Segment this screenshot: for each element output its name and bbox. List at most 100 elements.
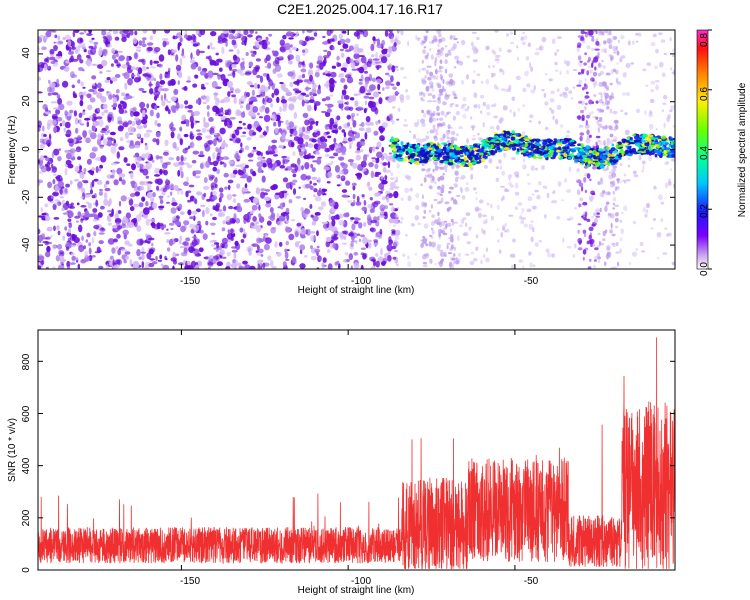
noise-cell [456,176,460,179]
noise-cell [434,61,437,67]
noise-cell [179,166,183,173]
noise-cell [143,132,151,138]
noise-cell [308,153,311,157]
noise-cell [391,36,395,39]
noise-cell [309,180,313,185]
noise-cell [488,65,491,69]
signal-cell [535,143,541,146]
noise-cell [612,202,615,206]
noise-cell [197,252,201,256]
noise-cell [589,69,593,74]
signal-cell [471,161,477,165]
noise-cell [212,195,218,201]
signal-cell [503,130,507,133]
noise-cell [583,62,587,66]
noise-cell [328,156,335,159]
signal-cell [596,152,600,156]
noise-cell [304,119,310,126]
noise-cell [610,139,613,145]
noise-cell [252,68,258,76]
noise-cell [72,30,76,38]
noise-cell [201,127,207,133]
noise-cell [617,39,621,44]
noise-cell [584,233,587,238]
noise-cell [449,228,452,233]
noise-cell [584,102,588,106]
noise-cell [51,92,59,96]
noise-cell [285,91,292,97]
signal-cell [651,141,655,145]
noise-cell [554,118,559,124]
noise-cell [279,82,284,84]
noise-cell [447,126,453,129]
noise-cell [106,70,112,73]
noise-cell [556,122,559,126]
noise-cell [127,78,133,86]
noise-cell [609,229,613,234]
noise-cell [268,215,274,220]
noise-cell [423,209,427,214]
noise-cell [86,93,92,99]
noise-cell [341,152,346,156]
noise-cell [432,94,436,99]
noise-cell [194,198,198,205]
noise-cell [91,75,97,80]
noise-cell [210,244,216,247]
noise-cell [528,223,534,230]
noise-cell [227,229,231,234]
noise-cell [285,193,289,196]
signal-cell [664,147,671,150]
noise-cell [257,84,260,89]
noise-cell [613,51,617,54]
noise-cell [203,116,206,124]
noise-cell [80,218,84,221]
noise-cell [591,223,596,227]
noise-cell [437,243,442,249]
signal-cell [585,145,590,150]
noise-cell [340,77,346,83]
noise-cell [663,122,666,129]
signal-cell [546,138,550,142]
noise-cell [660,218,664,223]
noise-cell [482,101,487,107]
noise-cell [258,89,262,95]
noise-cell [192,43,199,47]
noise-cell [91,194,96,199]
noise-cell [205,95,210,103]
noise-cell [612,190,615,195]
noise-cell [116,151,121,159]
noise-cell [40,260,45,265]
noise-cell [257,245,260,251]
noise-cell [159,80,166,85]
noise-cell [438,200,442,204]
noise-cell [429,48,432,52]
noise-cell [77,135,81,140]
signal-cell [614,155,619,160]
noise-cell [252,106,259,113]
noise-cell [151,242,154,247]
noise-cell [538,120,542,125]
noise-cell [609,95,615,99]
noise-cell [199,163,204,169]
noise-cell [247,159,254,162]
noise-cell [237,34,244,37]
signal-cell [440,152,445,156]
noise-cell [366,60,372,68]
noise-cell [100,205,105,210]
noise-cell [303,235,306,239]
noise-cell [451,220,455,226]
noise-cell [81,235,84,242]
noise-cell [500,88,506,91]
noise-cell [321,221,329,224]
noise-cell [444,167,448,173]
noise-cell [217,35,222,43]
noise-cell [653,65,659,70]
signal-cell [414,158,420,162]
noise-cell [443,254,447,257]
noise-cell [577,229,580,234]
noise-cell [356,195,360,203]
noise-cell [214,177,218,184]
noise-cell [666,234,670,237]
spectrogram-ticks [38,30,675,269]
noise-cell [446,222,452,227]
